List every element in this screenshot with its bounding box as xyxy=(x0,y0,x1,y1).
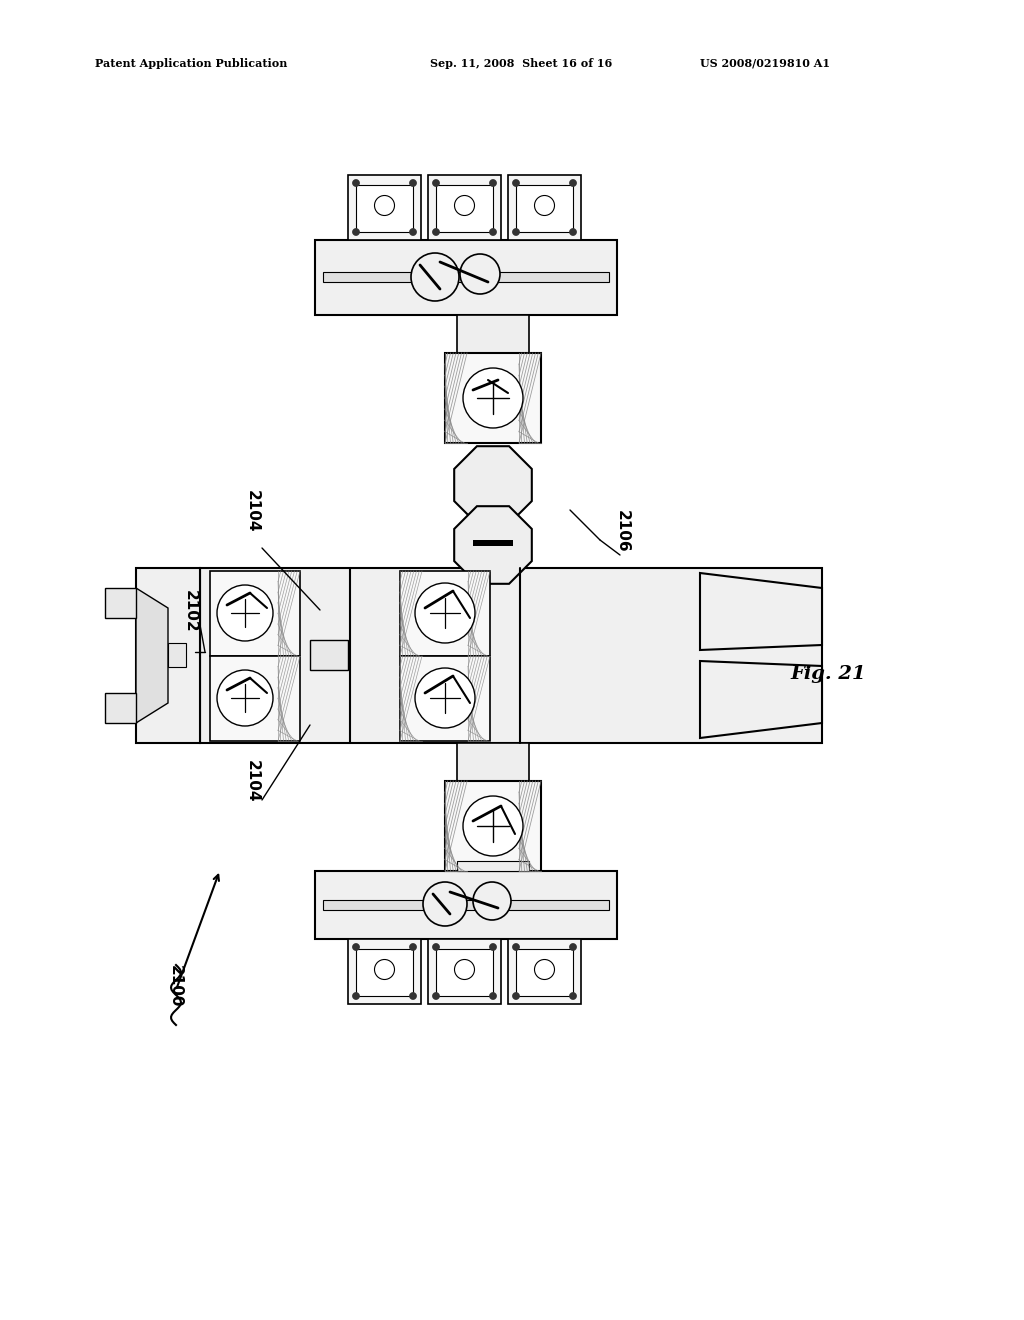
Circle shape xyxy=(455,195,474,215)
Circle shape xyxy=(423,882,467,927)
Text: 2102: 2102 xyxy=(183,590,198,632)
Circle shape xyxy=(463,796,523,855)
Circle shape xyxy=(432,944,439,950)
Circle shape xyxy=(415,583,475,643)
Bar xyxy=(436,185,493,232)
Bar xyxy=(457,315,529,352)
Circle shape xyxy=(375,960,394,979)
Bar xyxy=(457,743,529,781)
Circle shape xyxy=(432,180,439,186)
Circle shape xyxy=(463,368,523,428)
Circle shape xyxy=(512,944,519,950)
Text: 2106: 2106 xyxy=(615,510,630,553)
Bar xyxy=(508,939,581,1005)
Bar xyxy=(445,781,541,871)
Bar xyxy=(348,176,421,240)
Polygon shape xyxy=(136,587,168,723)
Circle shape xyxy=(410,993,417,999)
Bar xyxy=(428,939,501,1005)
Bar xyxy=(473,540,513,546)
Circle shape xyxy=(217,585,273,642)
Circle shape xyxy=(512,993,519,999)
Bar xyxy=(315,871,617,939)
Bar xyxy=(475,525,511,545)
Circle shape xyxy=(352,180,359,186)
Polygon shape xyxy=(700,661,822,738)
Polygon shape xyxy=(455,506,531,583)
Circle shape xyxy=(432,228,439,235)
Bar xyxy=(210,572,300,656)
Text: 2104: 2104 xyxy=(245,490,260,532)
Circle shape xyxy=(410,228,417,235)
Polygon shape xyxy=(700,573,822,649)
Circle shape xyxy=(352,228,359,235)
Text: Patent Application Publication: Patent Application Publication xyxy=(95,58,288,69)
Bar xyxy=(315,240,617,315)
Circle shape xyxy=(489,228,497,235)
Bar xyxy=(400,656,490,741)
Text: 2104: 2104 xyxy=(245,760,260,803)
Bar xyxy=(457,861,529,871)
Bar xyxy=(105,693,136,723)
Bar xyxy=(400,572,490,656)
Circle shape xyxy=(352,993,359,999)
Circle shape xyxy=(473,882,511,920)
Bar xyxy=(323,272,609,282)
Text: US 2008/0219810 A1: US 2008/0219810 A1 xyxy=(700,58,830,69)
Circle shape xyxy=(217,671,273,726)
Bar xyxy=(428,176,501,240)
Bar xyxy=(436,949,493,997)
Circle shape xyxy=(411,253,459,301)
Bar xyxy=(508,176,581,240)
Bar xyxy=(516,949,573,997)
Bar xyxy=(168,643,186,667)
Bar xyxy=(105,587,136,618)
Bar xyxy=(356,949,413,997)
Circle shape xyxy=(455,960,474,979)
Bar xyxy=(310,640,348,671)
Polygon shape xyxy=(455,446,531,524)
Circle shape xyxy=(512,180,519,186)
Circle shape xyxy=(569,228,577,235)
Circle shape xyxy=(569,944,577,950)
Circle shape xyxy=(415,668,475,729)
Circle shape xyxy=(489,180,497,186)
Circle shape xyxy=(489,944,497,950)
Circle shape xyxy=(535,960,555,979)
Circle shape xyxy=(410,944,417,950)
Circle shape xyxy=(512,228,519,235)
Bar xyxy=(210,656,300,741)
Text: 2100: 2100 xyxy=(168,965,183,1007)
Bar xyxy=(445,352,541,444)
Circle shape xyxy=(460,253,500,294)
Circle shape xyxy=(489,993,497,999)
Bar xyxy=(136,568,200,743)
Circle shape xyxy=(569,180,577,186)
Bar xyxy=(323,900,609,909)
Circle shape xyxy=(569,993,577,999)
Circle shape xyxy=(432,993,439,999)
Text: Fig. 21: Fig. 21 xyxy=(790,665,865,682)
Circle shape xyxy=(375,195,394,215)
Circle shape xyxy=(352,944,359,950)
Bar xyxy=(348,939,421,1005)
Bar xyxy=(200,568,822,743)
Bar xyxy=(356,185,413,232)
Bar xyxy=(516,185,573,232)
Text: Sep. 11, 2008  Sheet 16 of 16: Sep. 11, 2008 Sheet 16 of 16 xyxy=(430,58,612,69)
Circle shape xyxy=(410,180,417,186)
Circle shape xyxy=(535,195,555,215)
